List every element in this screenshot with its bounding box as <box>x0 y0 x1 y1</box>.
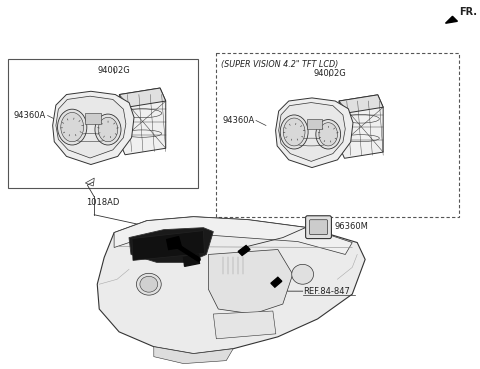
Polygon shape <box>120 88 166 107</box>
Text: 94002G: 94002G <box>98 66 131 75</box>
Polygon shape <box>129 228 213 262</box>
Ellipse shape <box>280 115 308 149</box>
Polygon shape <box>445 16 457 23</box>
Ellipse shape <box>316 120 341 149</box>
Ellipse shape <box>136 273 161 295</box>
Polygon shape <box>114 217 352 255</box>
Polygon shape <box>132 231 204 261</box>
Polygon shape <box>208 249 293 314</box>
Polygon shape <box>154 347 233 363</box>
Bar <box>216 53 459 217</box>
Text: 94360A: 94360A <box>14 111 46 120</box>
Text: 94360A: 94360A <box>222 116 254 125</box>
Polygon shape <box>213 311 276 339</box>
Ellipse shape <box>58 109 87 145</box>
Text: 96360M: 96360M <box>335 222 368 231</box>
Ellipse shape <box>283 118 305 146</box>
Polygon shape <box>53 91 134 165</box>
Text: (SUPER VISION 4.2" TFT LCD): (SUPER VISION 4.2" TFT LCD) <box>221 60 338 69</box>
Polygon shape <box>271 277 282 287</box>
Polygon shape <box>339 95 383 158</box>
Polygon shape <box>56 96 126 158</box>
Polygon shape <box>167 237 181 249</box>
Polygon shape <box>183 255 200 266</box>
Polygon shape <box>276 98 353 168</box>
Ellipse shape <box>61 113 84 142</box>
FancyBboxPatch shape <box>306 216 331 239</box>
Polygon shape <box>97 217 365 354</box>
Text: REF.84-847: REF.84-847 <box>303 287 349 296</box>
Polygon shape <box>238 245 250 255</box>
Text: FR.: FR. <box>459 7 478 17</box>
Ellipse shape <box>319 123 337 146</box>
Ellipse shape <box>95 114 121 145</box>
Text: 1018AD: 1018AD <box>86 198 120 207</box>
Ellipse shape <box>98 117 118 142</box>
Polygon shape <box>120 88 166 155</box>
Polygon shape <box>339 95 383 113</box>
Polygon shape <box>279 103 345 161</box>
Polygon shape <box>307 119 322 129</box>
Polygon shape <box>85 113 101 124</box>
Text: 94002G: 94002G <box>313 69 346 78</box>
FancyBboxPatch shape <box>310 220 327 235</box>
Ellipse shape <box>140 276 158 292</box>
Ellipse shape <box>292 264 313 284</box>
